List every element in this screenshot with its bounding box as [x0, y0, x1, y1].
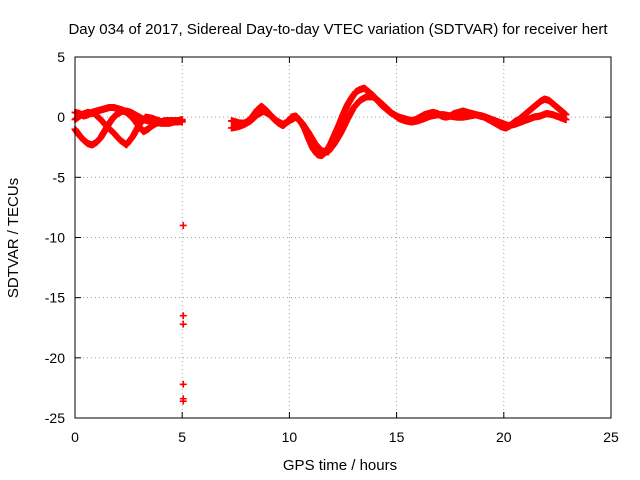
x-tick-label: 20 [496, 429, 512, 445]
data-point [178, 116, 186, 124]
data-point [562, 116, 570, 124]
y-tick-label: -10 [45, 230, 65, 246]
x-tick-label: 10 [282, 429, 298, 445]
y-axis-label: SDTVAR / TECUs [5, 178, 22, 298]
data-point [179, 320, 187, 328]
tick-labels: 0 5 10 15 20 25 -25 -20 -15 -10 -5 0 5 [45, 49, 619, 445]
chart-title: Day 034 of 2017, Sidereal Day-to-day VTE… [68, 21, 608, 38]
y-tick-label: 5 [57, 49, 65, 65]
data-point [179, 221, 187, 229]
x-tick-label: 0 [71, 429, 79, 445]
y-tick-label: -20 [45, 350, 65, 366]
data-point [179, 312, 187, 320]
data-points [71, 84, 570, 405]
x-axis-label: GPS time / hours [283, 457, 397, 474]
y-tick-label: -5 [53, 169, 66, 185]
x-tick-label: 15 [389, 429, 405, 445]
x-tick-label: 25 [603, 429, 619, 445]
y-tick-label: -25 [45, 410, 65, 426]
y-tick-label: -15 [45, 290, 65, 306]
data-point [179, 397, 187, 405]
y-tick-label: 0 [57, 109, 65, 125]
x-tick-label: 5 [178, 429, 186, 445]
data-point [179, 380, 187, 388]
plot-frame [74, 56, 612, 419]
